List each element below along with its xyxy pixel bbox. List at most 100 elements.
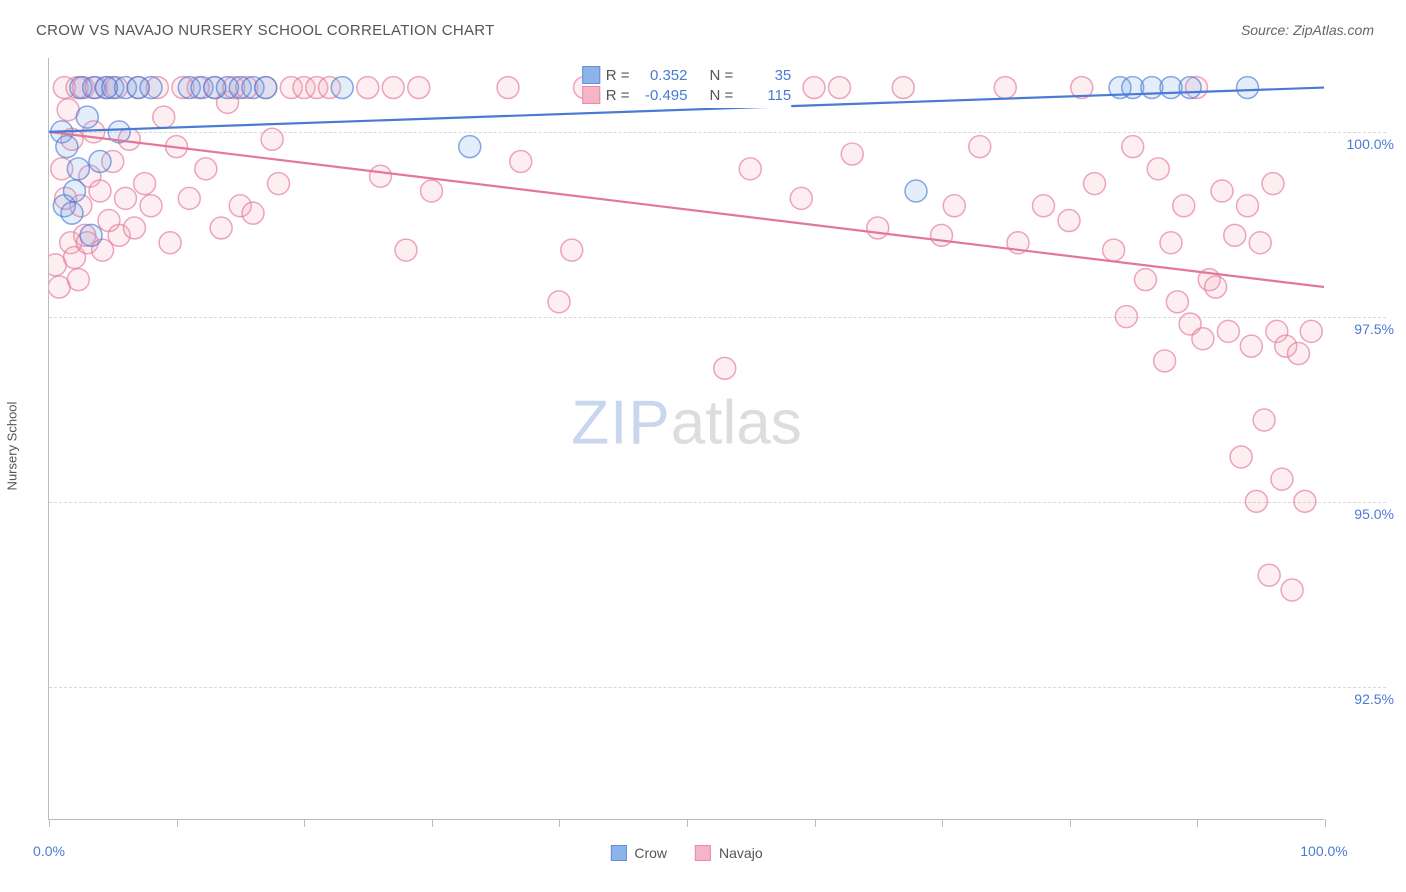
data-point bbox=[1224, 224, 1246, 246]
data-point bbox=[1281, 579, 1303, 601]
data-point bbox=[1179, 77, 1201, 99]
data-point bbox=[1154, 350, 1176, 372]
data-point bbox=[1288, 343, 1310, 365]
y-tick-label: 97.5% bbox=[1332, 321, 1394, 337]
n-label: N = bbox=[710, 67, 734, 84]
n-label: N = bbox=[710, 87, 734, 104]
data-point bbox=[67, 269, 89, 291]
data-point bbox=[1160, 232, 1182, 254]
data-point bbox=[1103, 239, 1125, 261]
stats-row-crow: R = 0.352 N = 35 bbox=[582, 66, 792, 84]
data-point bbox=[1147, 158, 1169, 180]
data-point bbox=[395, 239, 417, 261]
data-point bbox=[331, 77, 353, 99]
data-point bbox=[1211, 180, 1233, 202]
x-tick bbox=[177, 819, 178, 827]
data-point bbox=[994, 77, 1016, 99]
data-point bbox=[892, 77, 914, 99]
data-point bbox=[1258, 564, 1280, 586]
x-tick bbox=[815, 819, 816, 827]
data-point bbox=[561, 239, 583, 261]
y-tick-label: 92.5% bbox=[1332, 691, 1394, 707]
data-point bbox=[123, 217, 145, 239]
data-point bbox=[459, 136, 481, 158]
data-point bbox=[64, 180, 86, 202]
data-point bbox=[153, 106, 175, 128]
data-point bbox=[242, 202, 264, 224]
data-point bbox=[195, 158, 217, 180]
data-point bbox=[89, 150, 111, 172]
data-point bbox=[1115, 306, 1137, 328]
data-point bbox=[115, 187, 137, 209]
data-point bbox=[548, 291, 570, 313]
data-point bbox=[1166, 291, 1188, 313]
data-point bbox=[931, 224, 953, 246]
data-point bbox=[159, 232, 181, 254]
legend-item-navajo: Navajo bbox=[695, 845, 763, 861]
r-label: R = bbox=[606, 67, 630, 84]
crow-n-value: 35 bbox=[739, 67, 791, 84]
data-point bbox=[1245, 490, 1267, 512]
data-point bbox=[803, 77, 825, 99]
x-tick bbox=[304, 819, 305, 827]
plot-area: ZIPatlas R = 0.352 N = 35 R = -0.495 N =… bbox=[48, 58, 1324, 820]
data-point bbox=[140, 77, 162, 99]
x-tick bbox=[942, 819, 943, 827]
data-point bbox=[790, 187, 812, 209]
source-label: Source: ZipAtlas.com bbox=[1241, 22, 1374, 38]
y-axis-label: Nursery School bbox=[5, 402, 20, 491]
x-tick bbox=[1325, 819, 1326, 827]
data-point bbox=[1084, 173, 1106, 195]
data-point bbox=[905, 180, 927, 202]
data-point bbox=[1249, 232, 1271, 254]
data-point bbox=[89, 180, 111, 202]
navajo-r-value: -0.495 bbox=[636, 87, 688, 104]
data-point bbox=[1294, 490, 1316, 512]
x-tick bbox=[49, 819, 50, 827]
data-point bbox=[1192, 328, 1214, 350]
data-point bbox=[76, 106, 98, 128]
data-point bbox=[1300, 320, 1322, 342]
x-tick-max: 100.0% bbox=[1300, 843, 1347, 859]
data-point bbox=[210, 217, 232, 239]
x-tick bbox=[559, 819, 560, 827]
data-point bbox=[408, 77, 430, 99]
data-point bbox=[1240, 335, 1262, 357]
data-point bbox=[1058, 210, 1080, 232]
x-tick-min: 0.0% bbox=[33, 843, 65, 859]
scatter-svg bbox=[49, 58, 1324, 819]
data-point bbox=[969, 136, 991, 158]
data-point bbox=[943, 195, 965, 217]
swatch-navajo-icon bbox=[695, 845, 711, 861]
crow-r-value: 0.352 bbox=[636, 67, 688, 84]
swatch-crow-icon bbox=[610, 845, 626, 861]
data-point bbox=[56, 136, 78, 158]
swatch-navajo-icon bbox=[582, 86, 600, 104]
data-point bbox=[1135, 269, 1157, 291]
data-point bbox=[1205, 276, 1227, 298]
data-point bbox=[421, 180, 443, 202]
data-point bbox=[268, 173, 290, 195]
swatch-crow-icon bbox=[582, 66, 600, 84]
data-point bbox=[140, 195, 162, 217]
data-point bbox=[1122, 136, 1144, 158]
y-tick-label: 95.0% bbox=[1332, 506, 1394, 522]
data-point bbox=[841, 143, 863, 165]
legend-item-crow: Crow bbox=[610, 845, 667, 861]
chart-title: CROW VS NAVAJO NURSERY SCHOOL CORRELATIO… bbox=[36, 22, 495, 39]
data-point bbox=[67, 158, 89, 180]
x-tick bbox=[432, 819, 433, 827]
data-point bbox=[261, 128, 283, 150]
x-tick bbox=[1070, 819, 1071, 827]
data-point bbox=[1217, 320, 1239, 342]
data-point bbox=[1173, 195, 1195, 217]
r-label: R = bbox=[606, 87, 630, 104]
data-point bbox=[357, 77, 379, 99]
data-point bbox=[178, 187, 200, 209]
data-point bbox=[497, 77, 519, 99]
data-point bbox=[1237, 77, 1259, 99]
x-tick bbox=[1197, 819, 1198, 827]
data-point bbox=[1230, 446, 1252, 468]
data-point bbox=[1271, 468, 1293, 490]
series-legend: Crow Navajo bbox=[610, 845, 762, 861]
